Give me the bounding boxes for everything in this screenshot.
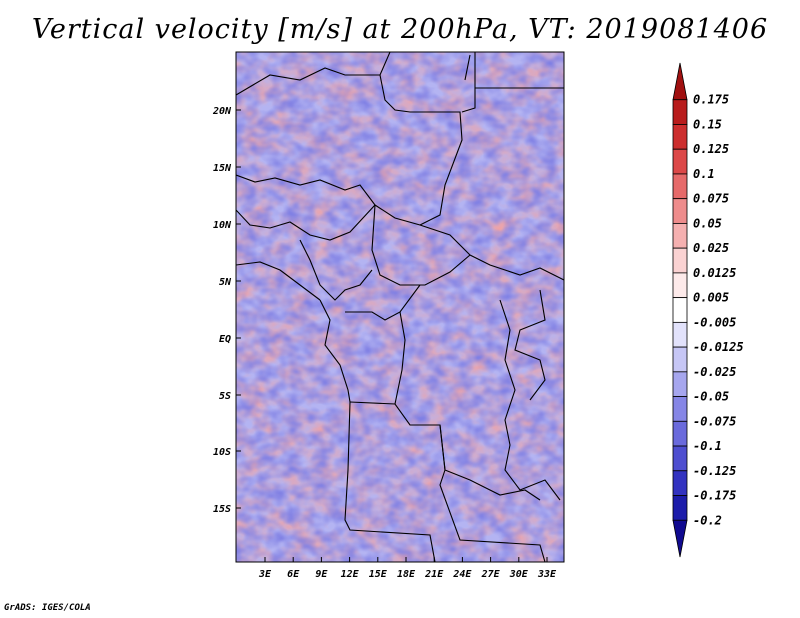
colorbar-level-label: 0.175 [693, 93, 729, 107]
lon-tick-label: 18E [397, 569, 416, 580]
colorbar-swatch [672, 124, 688, 150]
colorbar-swatch [672, 346, 688, 373]
colorbar-level-label: -0.125 [693, 464, 736, 478]
colorbar-swatch [672, 321, 688, 348]
country-borders [236, 52, 564, 562]
lon-tick-label: 9E [315, 569, 328, 580]
colorbar-swatch [672, 62, 688, 101]
colorbar-level-label: -0.2 [693, 513, 722, 527]
lon-tick-label: 30E [509, 569, 529, 580]
colorbar-swatch [672, 148, 688, 175]
colorbar-swatch [672, 470, 688, 496]
lat-tick-label: 20N [212, 106, 232, 117]
colorbar [672, 62, 688, 558]
lat-tick-label: EQ [219, 334, 231, 345]
colorbar-swatch [672, 371, 688, 397]
lat-tick-label: 15S [213, 504, 231, 515]
colorbar-swatch [672, 198, 688, 224]
lat-tick-label: 5N [219, 277, 232, 288]
colorbar-swatch [672, 420, 688, 447]
colorbar-level-label: 0.1 [693, 167, 715, 181]
lon-tick-label: 21E [424, 569, 444, 580]
lat-tick-label: 10S [213, 447, 231, 458]
latitude-axis: 20N 15N 10N 5N EQ 5S 10S 15S [212, 106, 241, 515]
colorbar-level-label: -0.0125 [693, 340, 744, 354]
lon-tick-label: 15E [369, 569, 388, 580]
colorbar-swatch [672, 247, 688, 274]
map-frame [235, 51, 565, 563]
colorbar-level-label: 0.15 [693, 117, 722, 131]
colorbar-level-label: 0.075 [693, 192, 729, 206]
colorbar-level-label: 0.005 [693, 291, 729, 305]
colorbar-level-label: -0.175 [693, 489, 736, 503]
colorbar-level-label: 0.125 [693, 142, 729, 156]
longitude-axis: 3E 6E 9E 12E 15E 18E 21E 24E 27E 30E 33E [258, 557, 557, 580]
lon-tick-label: 27E [481, 569, 501, 580]
colorbar-swatch [672, 223, 688, 249]
colorbar-swatch [672, 495, 688, 521]
colorbar-level-label: -0.005 [693, 315, 736, 329]
lat-tick-label: 5S [219, 391, 231, 402]
colorbar-swatch [672, 272, 688, 299]
credit-text: GrADS: IGES/COLA [4, 603, 91, 613]
lon-tick-label: 33E [537, 569, 557, 580]
lon-tick-label: 24E [452, 569, 472, 580]
colorbar-labels: 0.175 0.15 0.125 0.1 0.075 0.05 0.025 0.0125 0.0… [693, 93, 744, 528]
colorbar-swatch [672, 99, 688, 125]
lon-tick-label: 6E [287, 569, 300, 580]
colorbar-swatch [672, 445, 688, 472]
colorbar-level-label: -0.05 [693, 390, 729, 404]
map-title: Vertical velocity [m/s] at 200hPa, VT: 2… [31, 14, 769, 45]
colorbar-swatch [672, 519, 688, 558]
lat-tick-label: 10N [213, 220, 232, 231]
colorbar-level-label: 0.0125 [693, 266, 736, 280]
colorbar-level-label: -0.075 [693, 414, 736, 428]
lat-tick-label: 15N [213, 163, 232, 174]
lon-tick-label: 12E [341, 569, 360, 580]
colorbar-level-label: 0.025 [693, 241, 729, 255]
velocity-field [236, 52, 564, 562]
colorbar-swatch [672, 396, 688, 422]
colorbar-level-label: -0.1 [693, 439, 722, 453]
colorbar-swatch [672, 297, 688, 323]
colorbar-level-label: 0.05 [693, 216, 722, 230]
colorbar-level-label: -0.025 [693, 365, 736, 379]
colorbar-swatch [672, 173, 688, 200]
lon-tick-label: 3E [258, 569, 272, 580]
